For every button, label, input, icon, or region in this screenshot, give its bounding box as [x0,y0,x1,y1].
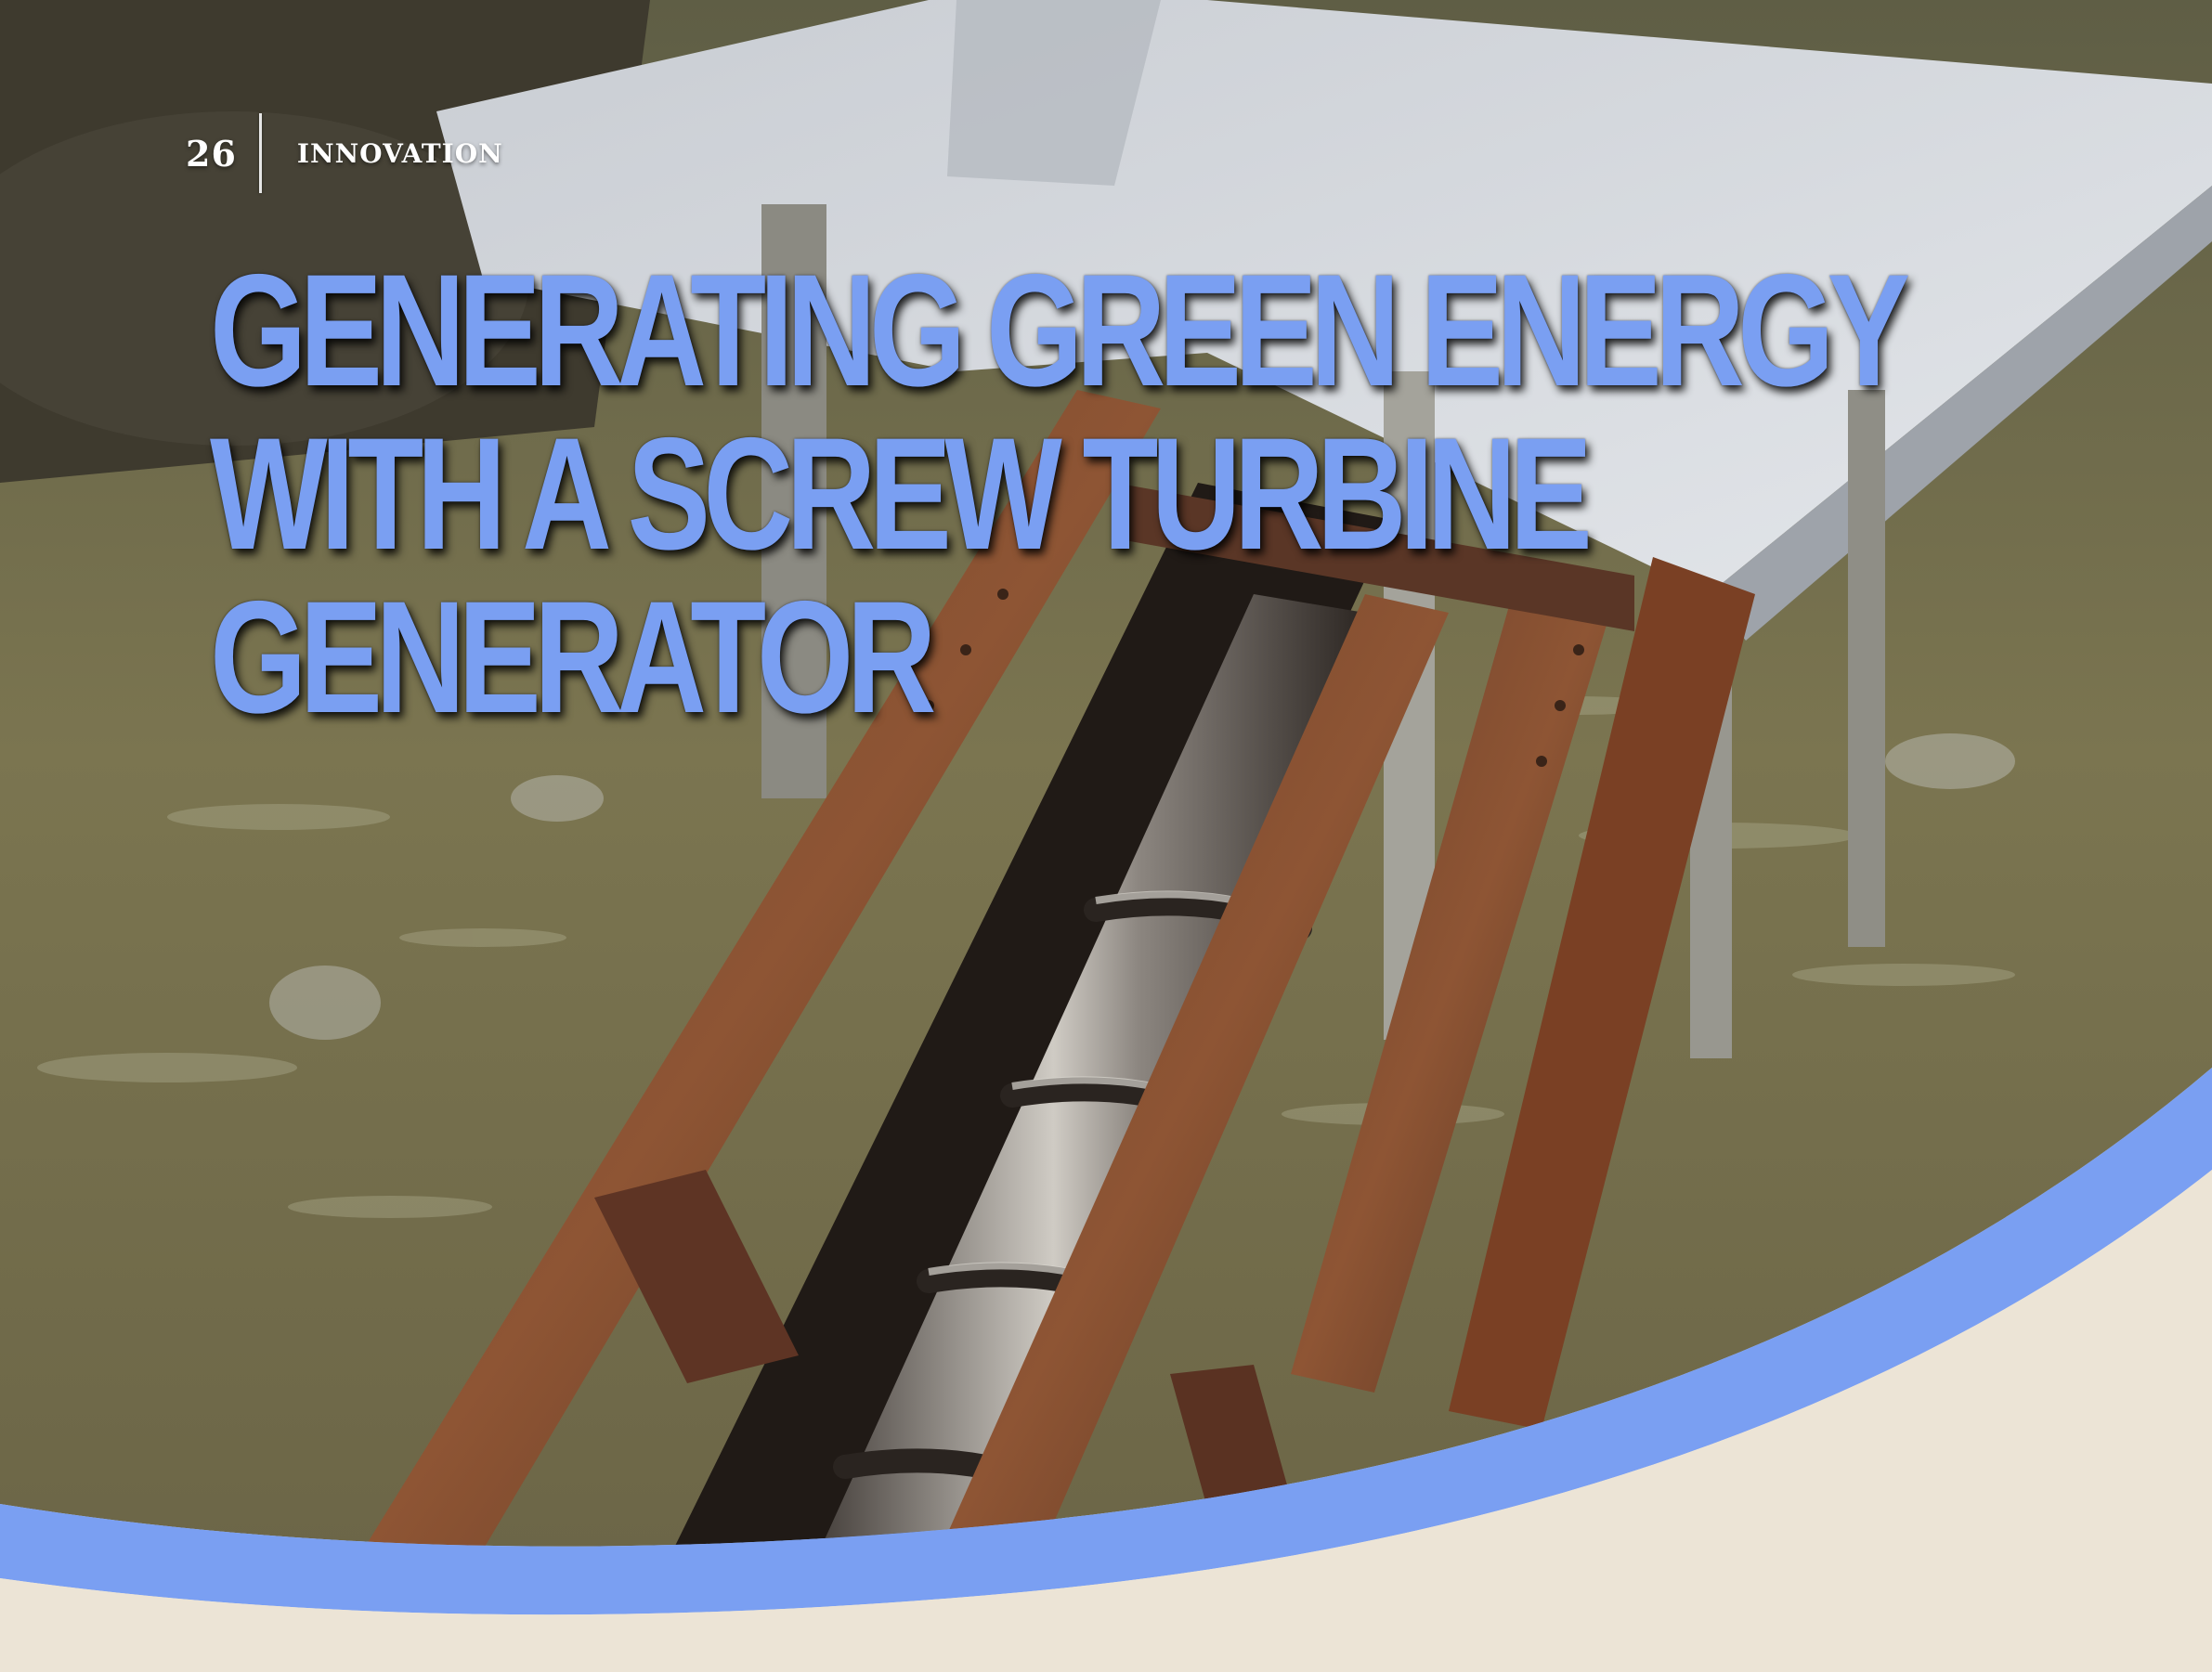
header-divider [258,113,262,193]
title-line-3: GENERATOR [210,568,936,746]
title-line-2: WITH A SCREW TURBINE [210,405,1593,583]
page-number: 26 [186,132,237,175]
title-line-1: GENERATING GREEN ENERGY [210,241,1910,420]
article-title: GENERATING GREEN ENERGY WITH A SCREW TUR… [210,241,1910,746]
page-header: 26 INNOVATION [186,113,503,193]
section-label: INNOVATION [296,137,503,169]
